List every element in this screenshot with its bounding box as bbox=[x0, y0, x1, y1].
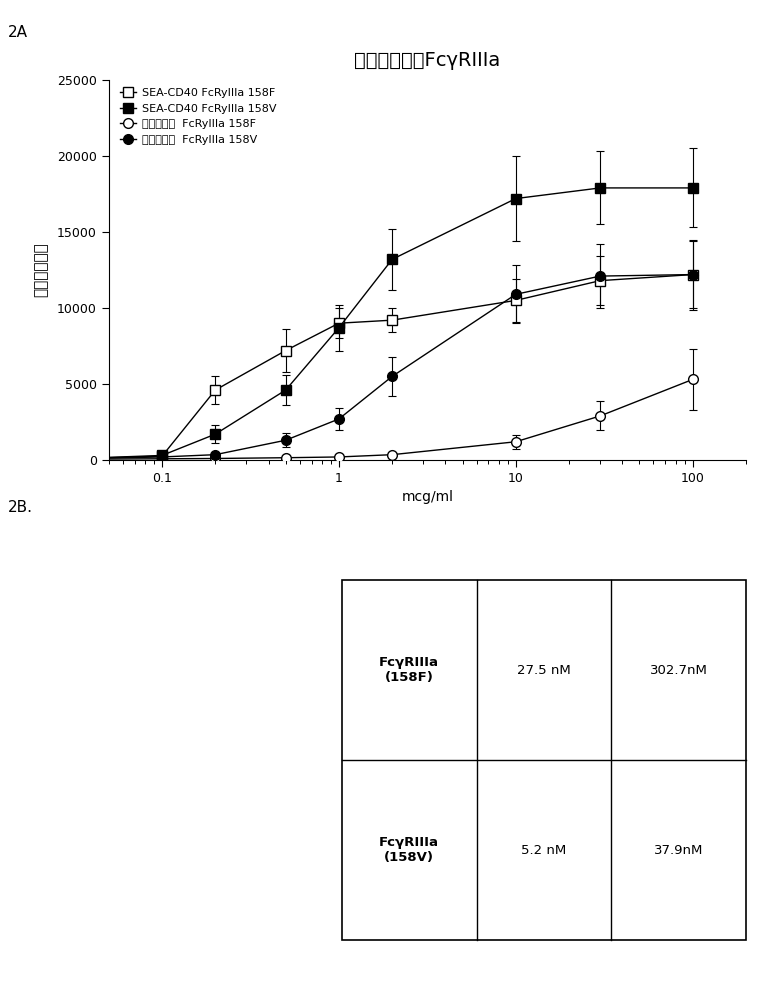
Y-axis label: 几何平均荧光: 几何平均荧光 bbox=[33, 243, 49, 297]
Text: 2B.: 2B. bbox=[8, 500, 33, 515]
Bar bbox=[342, 580, 746, 940]
Text: 37.9nM: 37.9nM bbox=[654, 844, 703, 856]
Text: 5.2 nM: 5.2 nM bbox=[521, 844, 566, 856]
Title: 抗体结合至人FcγRIIIa: 抗体结合至人FcγRIIIa bbox=[354, 51, 500, 70]
Text: 302.7nM: 302.7nM bbox=[650, 664, 708, 676]
Text: FcγRIIIa
(158F): FcγRIIIa (158F) bbox=[379, 656, 439, 684]
Text: 27.5 nM: 27.5 nM bbox=[517, 664, 571, 676]
Legend: SEA-CD40 FcRyIIIa 158F, SEA-CD40 FcRyIIIa 158V, 达西珠单抗  FcRyIIIa 158F, 达西珠单抗  FcR: SEA-CD40 FcRyIIIa 158F, SEA-CD40 FcRyIII… bbox=[115, 84, 280, 149]
X-axis label: mcg/ml: mcg/ml bbox=[402, 490, 453, 504]
Text: 2A: 2A bbox=[8, 25, 28, 40]
Text: FcγRIIIa
(158V): FcγRIIIa (158V) bbox=[379, 836, 439, 864]
